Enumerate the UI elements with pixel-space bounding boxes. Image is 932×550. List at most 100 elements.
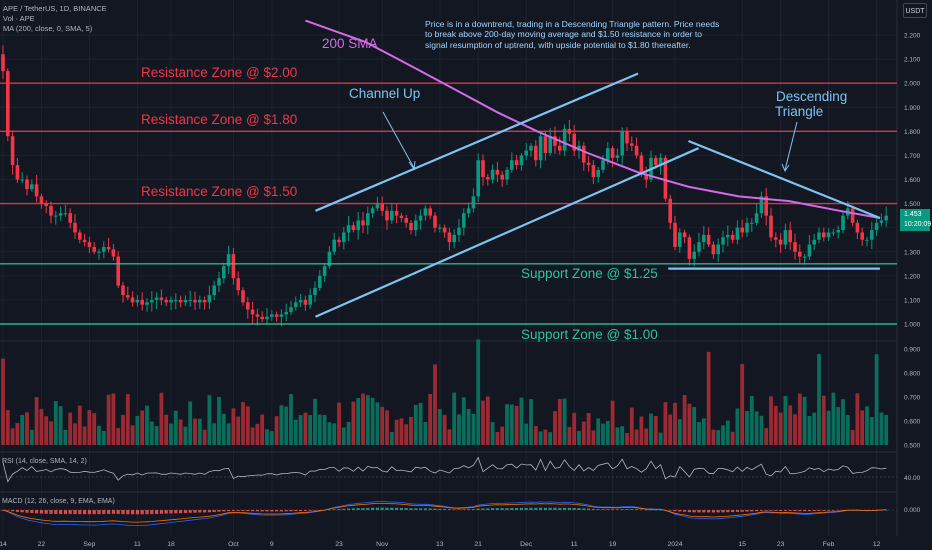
candle-body <box>198 299 202 303</box>
sma-annotation: 200 SMA <box>322 36 378 51</box>
candle-body <box>82 239 87 243</box>
macd-histogram-bar <box>347 508 351 510</box>
volume-bar <box>557 399 562 445</box>
triangle-annotation-line2: Triangle <box>775 104 824 119</box>
candle-body <box>222 266 226 279</box>
candle-body <box>654 157 658 166</box>
candle-body <box>231 254 236 279</box>
macd-histogram-bar <box>327 509 331 511</box>
volume-bar <box>433 364 437 445</box>
volume-bar <box>106 394 111 445</box>
macd-histogram-bar <box>59 510 63 515</box>
candle-body <box>49 205 53 216</box>
macd-histogram-bar <box>87 510 91 515</box>
volume-bar <box>428 393 433 445</box>
volume-bar <box>687 403 692 445</box>
candle-body <box>423 208 428 216</box>
candle-body <box>241 290 245 303</box>
candle-body <box>20 179 24 181</box>
candle-body <box>615 155 620 158</box>
macd-histogram-bar <box>755 510 759 512</box>
time-tick-label: 14 <box>0 541 7 548</box>
time-tick-label: 19 <box>609 541 617 548</box>
volume-bar <box>77 405 82 445</box>
macd-histogram-bar <box>227 510 231 511</box>
macd-histogram-bar <box>308 510 312 511</box>
volume-bar <box>332 423 337 445</box>
volume-bar <box>735 408 740 445</box>
volume-bar <box>260 414 265 445</box>
macd-histogram-bar <box>203 510 207 513</box>
volume-bar <box>673 402 677 445</box>
time-tick-label: 13 <box>436 541 444 548</box>
volume-bar <box>615 427 620 445</box>
macd-histogram-bar <box>121 510 125 515</box>
macd-histogram-bar <box>150 510 154 515</box>
candle-body <box>807 244 812 257</box>
rsi-line <box>2 456 887 483</box>
candle-body <box>409 222 413 231</box>
candle-body <box>481 160 485 178</box>
macd-histogram-bar <box>601 509 605 510</box>
candle-body <box>783 230 788 245</box>
macd-histogram-bar <box>611 509 615 510</box>
candle-body <box>788 230 792 243</box>
volume-bar <box>649 413 653 445</box>
macd-histogram-bar <box>284 510 288 512</box>
macd-histogram-bar <box>92 510 96 515</box>
volume-bar <box>140 410 145 445</box>
volume-bar <box>293 419 298 445</box>
macd-histogram-bar <box>15 510 19 512</box>
last-price-badge: 1.453 10:20:09 <box>900 209 931 231</box>
macd-histogram-bar <box>827 510 831 511</box>
macd-histogram-bar <box>279 510 283 512</box>
volume-bar <box>817 354 821 445</box>
candle-body <box>270 314 274 317</box>
candle-body <box>255 314 260 317</box>
volume-bar <box>634 429 639 445</box>
macd-line <box>2 501 887 526</box>
volume-bar <box>279 405 284 445</box>
macd-histogram-bar <box>716 510 720 513</box>
candle-body <box>188 299 192 301</box>
triangle-arrow <box>784 121 798 171</box>
candle-body <box>356 220 360 231</box>
macd-histogram-bar <box>572 508 576 510</box>
macd-histogram-bar <box>548 507 552 510</box>
macd-histogram-bar <box>524 507 528 510</box>
currency-button[interactable]: USDT <box>903 3 927 18</box>
candle-body <box>769 215 773 238</box>
candle-body <box>337 239 341 243</box>
macd-histogram-bar <box>97 510 101 515</box>
candle-body <box>462 213 466 228</box>
macd-histogram-bar <box>567 507 571 510</box>
candle-body <box>313 287 317 296</box>
macd-histogram-bar <box>668 510 672 511</box>
candle-body <box>620 131 624 156</box>
volume-bar <box>298 415 303 445</box>
candle-body <box>682 232 687 238</box>
macd-histogram-bar <box>606 509 610 510</box>
macd-histogram-bar <box>414 508 418 510</box>
macd-histogram-bar <box>131 510 135 515</box>
price-tick-label: 1.500 <box>904 201 921 208</box>
macd-histogram-bar <box>236 510 240 511</box>
macd-histogram-bar <box>68 510 72 515</box>
macd-histogram-bar <box>73 510 77 515</box>
volume-bar <box>841 399 845 445</box>
candle-body <box>697 242 701 252</box>
candle-body <box>601 160 605 170</box>
candle-body <box>342 232 346 243</box>
candle-body <box>721 237 725 245</box>
time-tick-label: Sep <box>83 541 95 548</box>
volume-bar <box>874 354 879 445</box>
candle-body <box>380 203 384 211</box>
candle-body <box>711 244 716 255</box>
macd-histogram-bar <box>558 507 562 510</box>
volume-bar <box>644 428 649 445</box>
volume-bar <box>663 402 668 445</box>
macd-histogram-bar <box>462 509 466 510</box>
macd-histogram-bar <box>457 509 461 510</box>
